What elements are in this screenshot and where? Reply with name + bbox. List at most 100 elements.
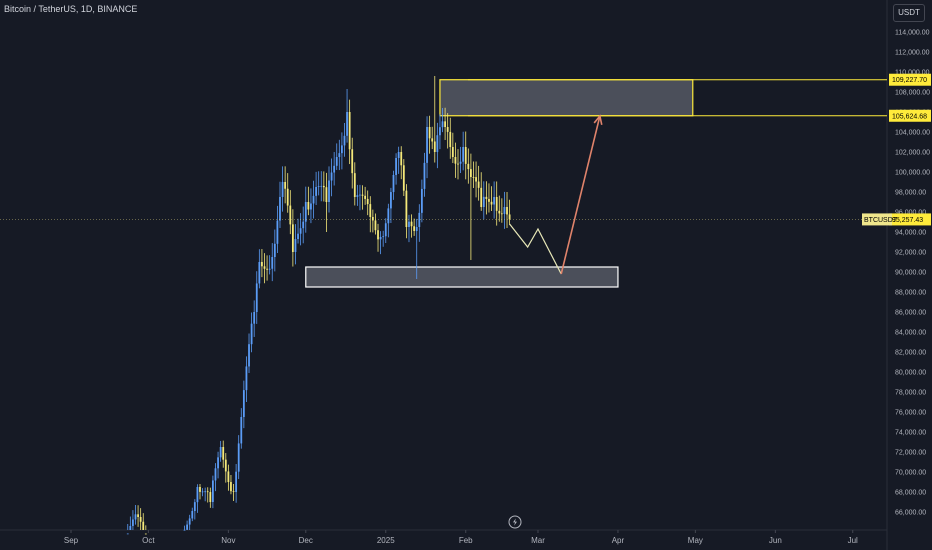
candle-body xyxy=(485,196,488,199)
candle-body xyxy=(273,243,276,257)
candle-body xyxy=(248,344,250,367)
x-tick-label: May xyxy=(688,536,703,545)
candle-body xyxy=(224,459,227,472)
y-tick-label: 68,000.00 xyxy=(895,490,926,497)
y-tick-label: 72,000.00 xyxy=(895,450,926,457)
candle-body xyxy=(271,257,274,269)
replay-icon[interactable] xyxy=(508,515,522,529)
y-tick-label: 92,000.00 xyxy=(895,250,926,257)
candle-body xyxy=(462,147,465,162)
candle-body xyxy=(315,187,317,196)
y-tick-label: 66,000.00 xyxy=(895,510,926,517)
support-zone xyxy=(305,266,619,288)
y-tick-label: 98,000.00 xyxy=(895,190,926,197)
candle-body xyxy=(230,482,232,492)
candle-body xyxy=(410,221,413,227)
candle-body xyxy=(291,224,294,252)
candle-body xyxy=(214,468,217,481)
resistance-top-tag-bg xyxy=(889,73,931,86)
candle-body xyxy=(405,190,408,227)
candle-body xyxy=(191,511,194,519)
candle-body xyxy=(493,197,496,205)
chart-title: Bitcoin / TetherUS, 1D, BINANCE xyxy=(4,4,138,14)
price-axis[interactable]: 66,000.00 68,000.00 70,000.00 72,000.00 74,0… xyxy=(895,30,930,517)
candle-body xyxy=(470,169,472,177)
projection-arrow-head xyxy=(593,114,603,125)
candle-body xyxy=(384,223,387,237)
candle-body xyxy=(268,268,271,270)
candle-body xyxy=(261,262,263,267)
y-tick-label: 108,000.00 xyxy=(895,90,930,97)
candle-body xyxy=(132,519,134,526)
y-tick-label: 114,000.00 xyxy=(895,30,930,37)
time-axis[interactable]: Sep Oct Nov Dec 2025 Feb Mar Apr May Jun Jul xyxy=(64,530,858,545)
symbol-tag-bg xyxy=(862,213,892,226)
candle-body xyxy=(281,182,284,197)
candle-body xyxy=(472,177,475,178)
candle-body xyxy=(480,187,483,207)
candle-body xyxy=(302,221,305,229)
candle-body xyxy=(312,195,315,204)
y-tick-label: 104,000.00 xyxy=(895,130,930,137)
candle-body xyxy=(227,471,230,483)
candle-body xyxy=(266,268,268,270)
candle-body xyxy=(490,201,493,205)
candle-body xyxy=(477,181,480,188)
candle-body xyxy=(433,141,436,152)
candle-body xyxy=(400,152,403,166)
candle-body xyxy=(415,227,418,231)
current-price-tag-bg xyxy=(889,213,931,226)
resistance-top-tag: 109,227.70 xyxy=(892,77,927,84)
candle-body xyxy=(240,417,243,444)
x-tick-label: Nov xyxy=(221,536,235,545)
chart-grid xyxy=(0,0,888,550)
x-tick-label: Jul xyxy=(848,536,858,545)
candle-body xyxy=(222,447,225,460)
resistance-bottom-tag-bg xyxy=(889,109,931,122)
candle-body xyxy=(369,204,372,217)
candle-body xyxy=(328,180,330,202)
x-tick-label: Jun xyxy=(769,536,782,545)
currency-selector[interactable]: USDT xyxy=(893,4,925,22)
candle-body xyxy=(351,149,354,174)
resistance-bottom-tag: 105,624.68 xyxy=(892,113,927,120)
candle-body xyxy=(436,135,439,152)
candle-body xyxy=(475,177,477,182)
candle-body xyxy=(286,188,289,206)
candle-body xyxy=(284,182,287,189)
candle-body xyxy=(330,172,333,181)
candle-body xyxy=(459,161,462,164)
candle-body xyxy=(235,471,238,492)
x-tick-label: Feb xyxy=(459,536,473,545)
candle-body xyxy=(289,205,292,225)
candle-body xyxy=(204,491,207,493)
candle-body xyxy=(139,517,142,522)
candle-body xyxy=(217,457,219,469)
candle-body xyxy=(503,207,506,214)
candle-body xyxy=(379,237,382,240)
candle-body xyxy=(341,145,343,154)
candle-body xyxy=(356,195,359,197)
candle-body xyxy=(444,121,446,127)
candle-body xyxy=(255,283,258,312)
candle-body xyxy=(320,185,323,187)
current-price-tag: 95,257.43 xyxy=(892,217,923,224)
candle-body xyxy=(500,213,503,215)
y-tick-label: 96,000.00 xyxy=(895,210,926,217)
candle-body xyxy=(361,194,364,196)
candle-body xyxy=(495,197,498,211)
candle-body xyxy=(364,195,367,199)
candle-body xyxy=(428,127,431,139)
candle-body xyxy=(418,212,421,227)
candles-layer xyxy=(126,76,511,535)
candle-body xyxy=(144,533,147,535)
candle-body xyxy=(464,147,467,164)
y-tick-label: 90,000.00 xyxy=(895,270,926,277)
candle-body xyxy=(451,147,454,157)
candle-body xyxy=(253,312,256,324)
y-tick-label: 86,000.00 xyxy=(895,310,926,317)
x-tick-label: Mar xyxy=(531,536,545,545)
candle-body xyxy=(506,207,508,215)
y-tick-label: 100,000.00 xyxy=(895,170,930,177)
